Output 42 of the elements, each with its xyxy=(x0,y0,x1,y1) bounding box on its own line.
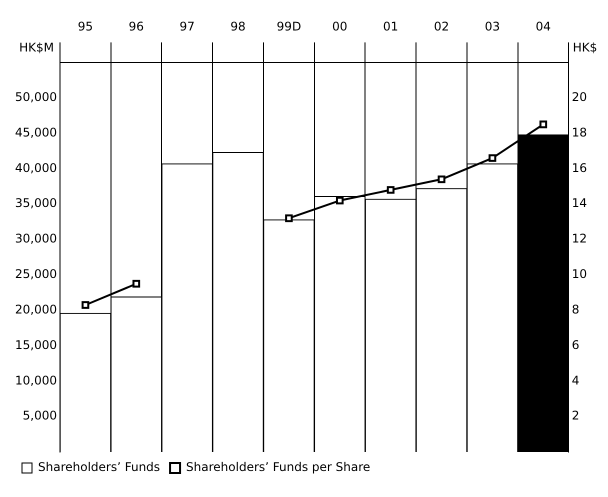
legend-label: Shareholders’ Funds xyxy=(38,460,160,474)
y2-tick-label: 10 xyxy=(572,267,588,282)
y-tick-label: 5,000 xyxy=(22,408,57,423)
point xyxy=(82,301,90,309)
y-tick-label: 10,000 xyxy=(14,373,57,388)
legend-label: Shareholders’ Funds per Share xyxy=(186,460,370,474)
x-tick-label: 04 xyxy=(536,19,551,34)
x-tick-label: 03 xyxy=(484,19,500,34)
x-tick-label: 02 xyxy=(434,19,450,34)
y2-tick-label: 6 xyxy=(572,338,580,352)
y-tick-label: 50,000 xyxy=(14,90,57,104)
y-tick-label: 40,000 xyxy=(14,160,57,175)
y2-tick-label: 16 xyxy=(572,160,588,175)
point xyxy=(438,175,446,184)
y2-axis-title: HK$ xyxy=(572,40,598,55)
y2-tick-label: 2 xyxy=(572,408,580,423)
x-tick-label: 95 xyxy=(78,19,94,34)
x-tick-label: 99D xyxy=(276,19,302,34)
y-tick-label: 45,000 xyxy=(14,125,57,140)
y2-tick-label: 20 xyxy=(572,90,588,104)
y-tick-label: 35,000 xyxy=(14,196,57,210)
y-tick-label: 25,000 xyxy=(14,267,57,282)
point xyxy=(336,196,344,204)
y2-tick-label: 14 xyxy=(572,196,588,210)
y2-tick-label: 18 xyxy=(572,125,588,140)
point xyxy=(386,186,394,194)
point xyxy=(132,280,140,288)
x-tick-label: 98 xyxy=(230,19,246,34)
x-tick-label: 97 xyxy=(180,19,195,34)
x-tick-label: 00 xyxy=(332,19,348,34)
point xyxy=(285,214,293,222)
y-tick-label: 15,000 xyxy=(14,338,57,352)
x-tick-label: 01 xyxy=(383,19,398,34)
y-tick-label: 20,000 xyxy=(14,302,57,316)
x-tick-label: 96 xyxy=(128,19,144,34)
y2-tick-label: 12 xyxy=(572,232,588,246)
point xyxy=(488,154,496,162)
y-axis-title: HK$M xyxy=(19,40,54,55)
y-tick-label: 30,000 xyxy=(14,232,57,246)
y2-tick-label: 4 xyxy=(572,373,580,388)
point xyxy=(539,120,548,128)
y2-tick-label: 8 xyxy=(572,302,580,316)
